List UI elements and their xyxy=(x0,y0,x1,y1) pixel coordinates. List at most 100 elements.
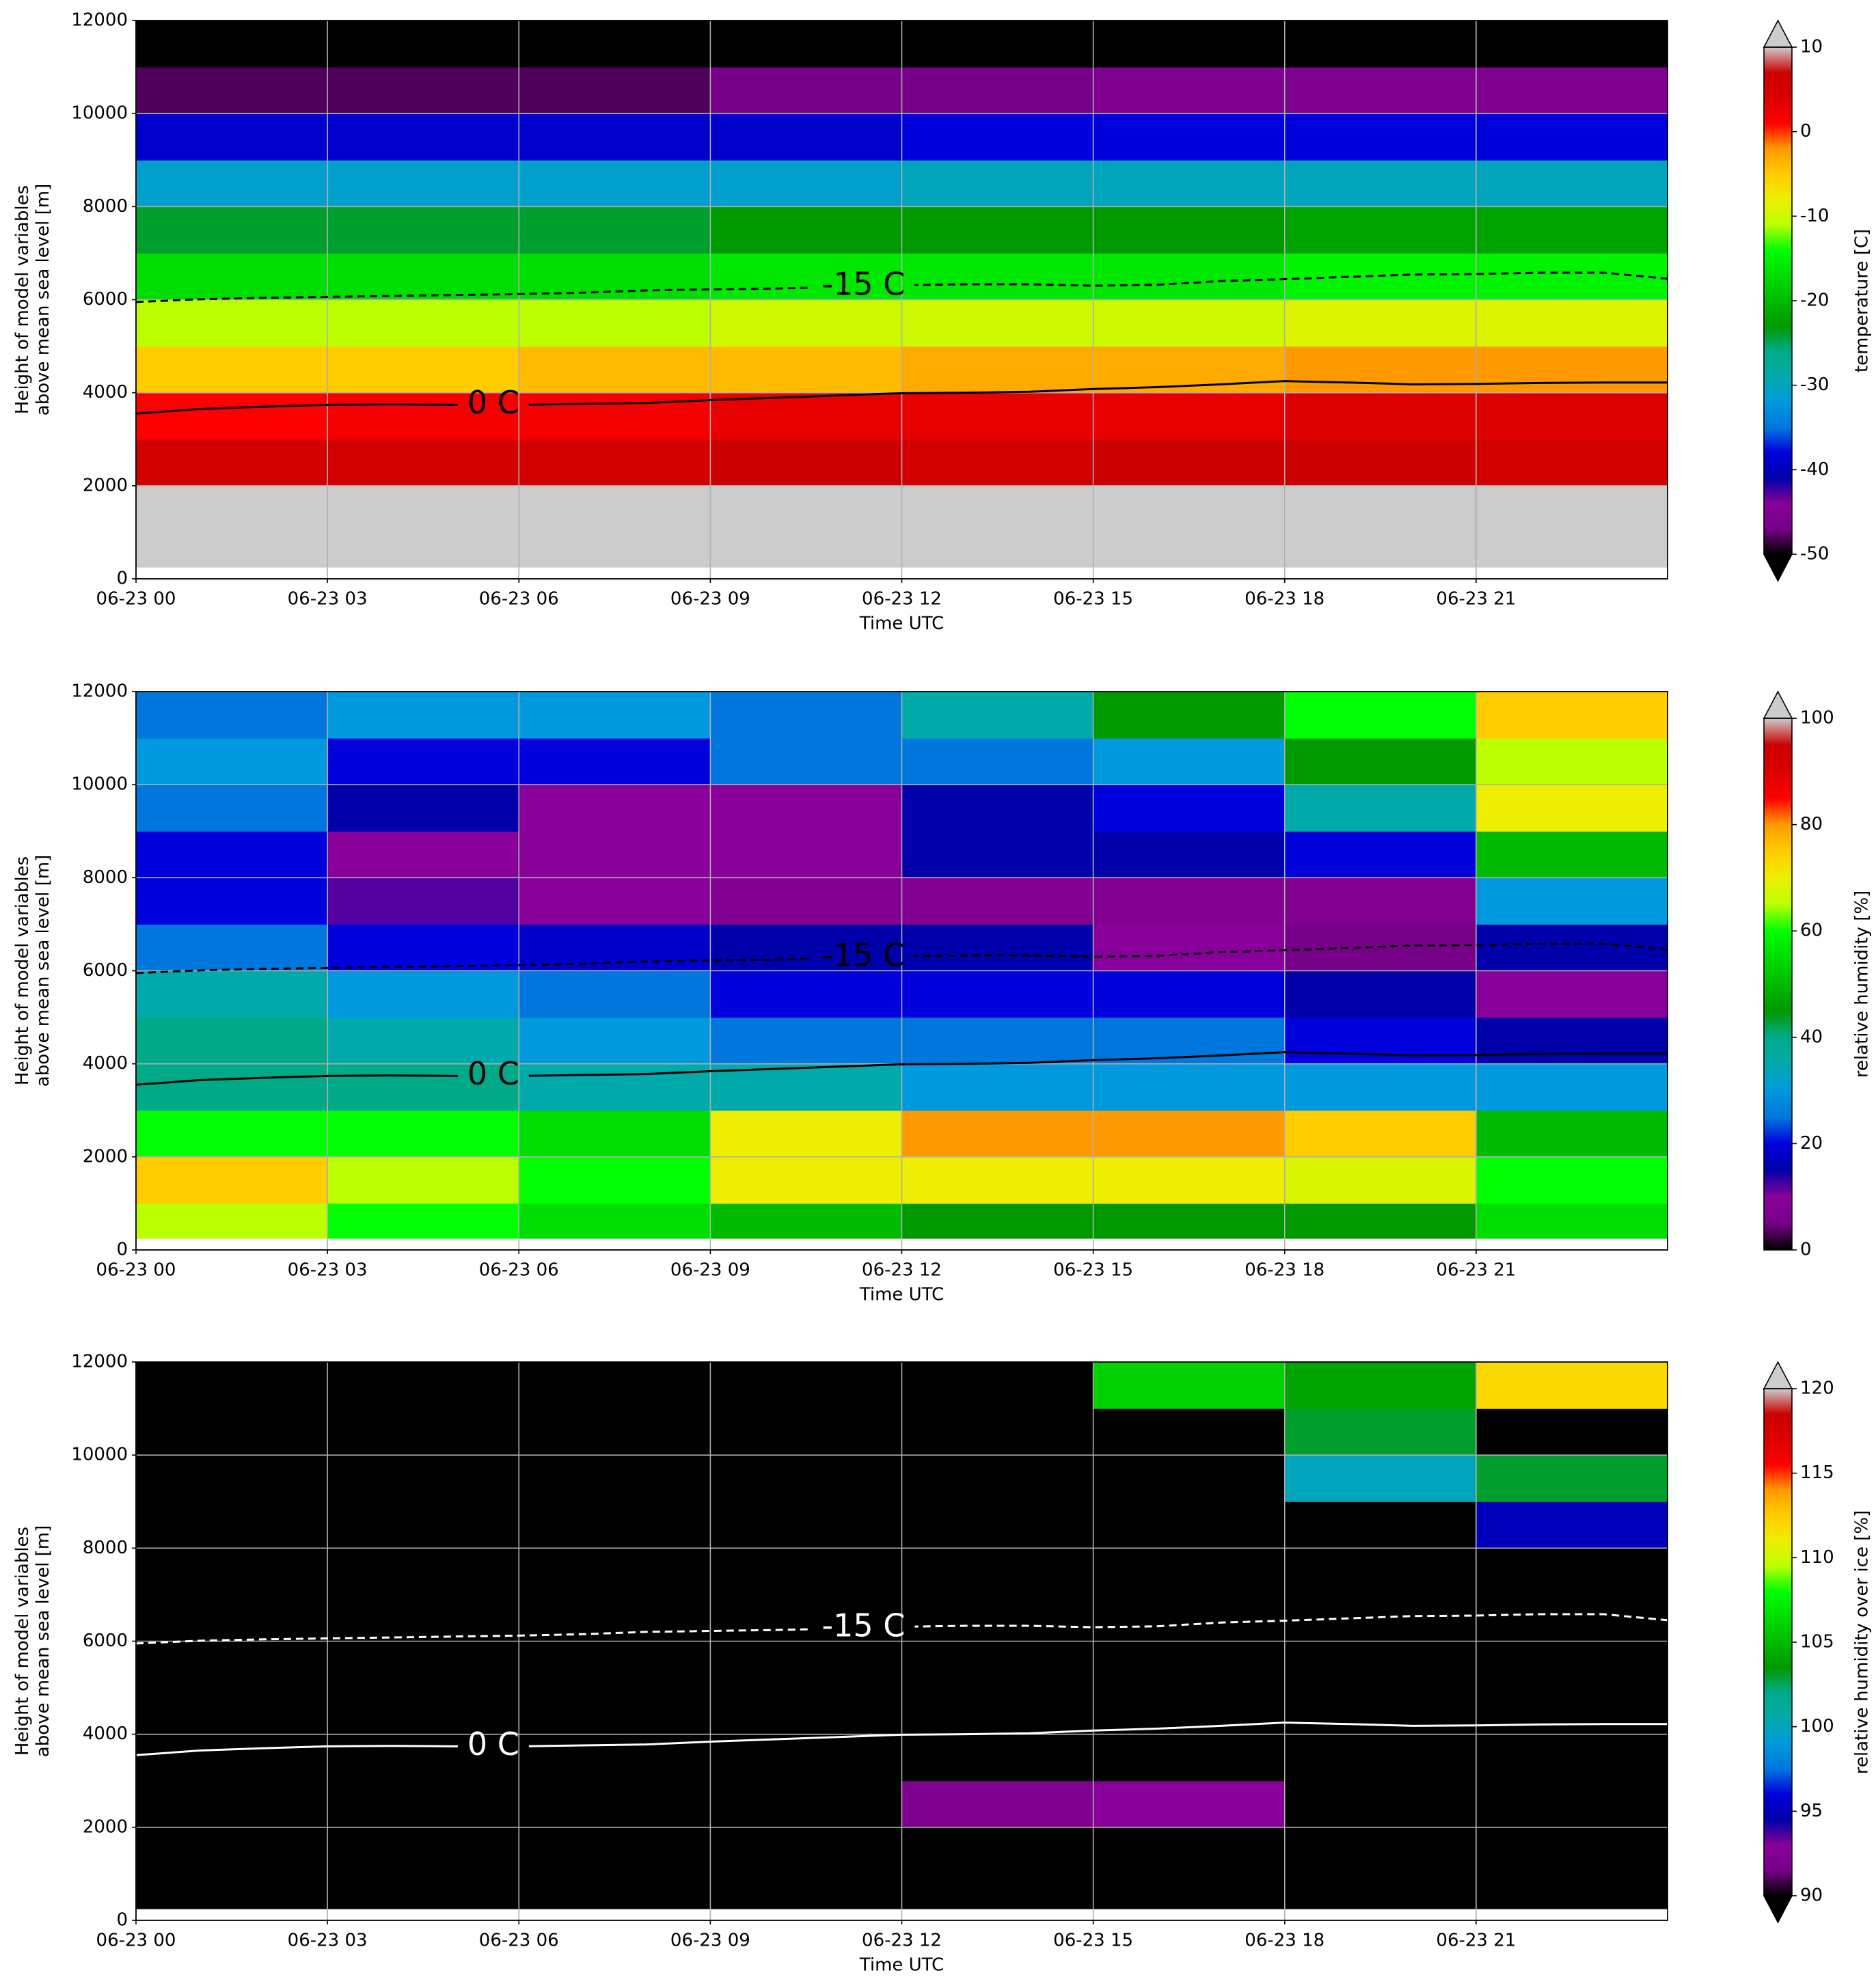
heatmap-cell xyxy=(710,1362,903,1409)
heatmap-cell xyxy=(136,485,328,533)
colorbar-extend-min xyxy=(1763,1895,1793,1924)
heatmap-cell xyxy=(519,1063,711,1111)
heatmap-cell xyxy=(710,692,903,739)
heatmap-cell xyxy=(136,924,328,972)
heatmap-cell xyxy=(710,113,903,161)
y-axis-label-line: Height of model variables xyxy=(12,185,33,414)
heatmap-cell xyxy=(1476,160,1668,207)
heatmap-cell xyxy=(136,1641,328,1689)
heatmap-cell xyxy=(327,21,519,68)
colorbar xyxy=(1764,718,1792,1250)
heatmap-cell xyxy=(1476,924,1668,972)
colorbar-tick-label: 0 xyxy=(1800,1240,1812,1260)
heatmap-cell xyxy=(1284,532,1477,568)
heatmap-cell xyxy=(710,1687,903,1735)
x-tick-label: 06-23 00 xyxy=(96,1931,176,1951)
heatmap-cell xyxy=(519,206,711,254)
contour-line xyxy=(135,1721,1668,1756)
heatmap-cell xyxy=(136,1827,328,1875)
heatmap-cell xyxy=(1093,113,1286,161)
x-tick-label: 06-23 12 xyxy=(862,1931,942,1951)
heatmap-cell xyxy=(1476,1687,1668,1735)
heatmap-cell xyxy=(327,970,519,1018)
heatmap-cell xyxy=(136,1203,328,1239)
colorbar-tick-label: 90 xyxy=(1800,1885,1823,1906)
heatmap-cell xyxy=(901,21,1094,68)
heatmap-cell xyxy=(1284,831,1477,878)
y-tick-label: 0 xyxy=(116,1240,128,1260)
heatmap-cell xyxy=(901,1110,1094,1158)
heatmap-cell xyxy=(901,1734,1094,1782)
heatmap-cell xyxy=(1093,1455,1286,1502)
heatmap-cell xyxy=(1093,392,1286,440)
heatmap-cell xyxy=(519,1110,711,1158)
heatmap-cell xyxy=(1284,1734,1477,1782)
heatmap-cell xyxy=(901,1687,1094,1735)
panel: 06-23 00 06-23 03 06-23 06 06-23 09 06-23 12… xyxy=(12,681,1873,1305)
heatmap-cell xyxy=(1284,439,1477,487)
heatmap-cell xyxy=(1476,738,1668,785)
heatmap-cell xyxy=(519,692,711,739)
x-tick-label: 06-23 09 xyxy=(670,589,750,610)
heatmap-cell xyxy=(327,1110,519,1158)
heatmap-cell xyxy=(710,738,903,785)
heatmap-cell xyxy=(327,924,519,972)
heatmap-cell xyxy=(710,299,903,347)
heatmap-cell xyxy=(519,1017,711,1065)
heatmap-cell xyxy=(519,1408,711,1456)
heatmap-cell xyxy=(1093,253,1286,301)
contour-line xyxy=(135,1613,1668,1645)
x-axis-label: Time UTC xyxy=(859,614,944,634)
heatmap-cell xyxy=(710,1017,903,1065)
heatmap-cell xyxy=(1284,1687,1477,1735)
y-axis-label-line: above mean sea level [m] xyxy=(33,855,53,1087)
heatmap-cell xyxy=(519,21,711,68)
y-tick-label: 12000 xyxy=(71,681,128,702)
heatmap-cell xyxy=(901,206,1094,254)
heatmap-cell xyxy=(327,1017,519,1065)
heatmap-cell xyxy=(1476,831,1668,878)
heatmap-cell xyxy=(327,1063,519,1111)
heatmap-cell xyxy=(1284,738,1477,785)
heatmap-cell xyxy=(710,253,903,301)
heatmap-cell xyxy=(901,253,1094,301)
heatmap-cell xyxy=(901,1017,1094,1065)
heatmap-cell xyxy=(901,1362,1094,1409)
heatmap-cell xyxy=(519,1594,711,1642)
heatmap-cell xyxy=(519,1687,711,1735)
heatmap-cell xyxy=(136,1455,328,1502)
contour-line xyxy=(135,942,1668,975)
x-tick-label: 06-23 09 xyxy=(670,1260,750,1281)
heatmap-cell xyxy=(136,532,328,568)
heatmap-cell xyxy=(1476,346,1668,394)
x-tick-label: 06-23 03 xyxy=(288,1260,368,1281)
heatmap-cell xyxy=(136,1063,328,1111)
x-tick-label: 06-23 18 xyxy=(1245,1931,1324,1951)
heatmap-cell xyxy=(136,1687,328,1735)
heatmap-cell xyxy=(901,1548,1094,1596)
heatmap-cell xyxy=(901,1827,1094,1875)
x-tick-label: 06-23 15 xyxy=(1053,589,1133,610)
heatmap-cell xyxy=(519,253,711,301)
heatmap-cell xyxy=(327,877,519,925)
y-axis-label-line: Height of model variables xyxy=(12,1527,33,1756)
heatmap-cell xyxy=(1284,1548,1477,1596)
heatmap-cell xyxy=(136,1110,328,1158)
colorbar-tick-label: 100 xyxy=(1800,1716,1834,1737)
colorbar-frame xyxy=(1763,718,1793,1251)
heatmap-cell xyxy=(1284,1641,1477,1689)
heatmap-cell xyxy=(901,1156,1094,1204)
x-tick-label: 06-23 18 xyxy=(1245,1260,1324,1281)
contour-label: 0 C xyxy=(467,384,519,421)
heatmap-cell xyxy=(901,924,1094,972)
heatmap-cell xyxy=(327,1548,519,1596)
heatmap-cell xyxy=(136,253,328,301)
colorbar-tick-label: 0 xyxy=(1800,121,1812,141)
heatmap-cell xyxy=(327,160,519,207)
x-tick-label: 06-23 21 xyxy=(1436,589,1516,610)
heatmap-cell xyxy=(901,532,1094,568)
heatmap-cell xyxy=(1284,970,1477,1018)
y-tick-label: 8000 xyxy=(83,196,128,217)
